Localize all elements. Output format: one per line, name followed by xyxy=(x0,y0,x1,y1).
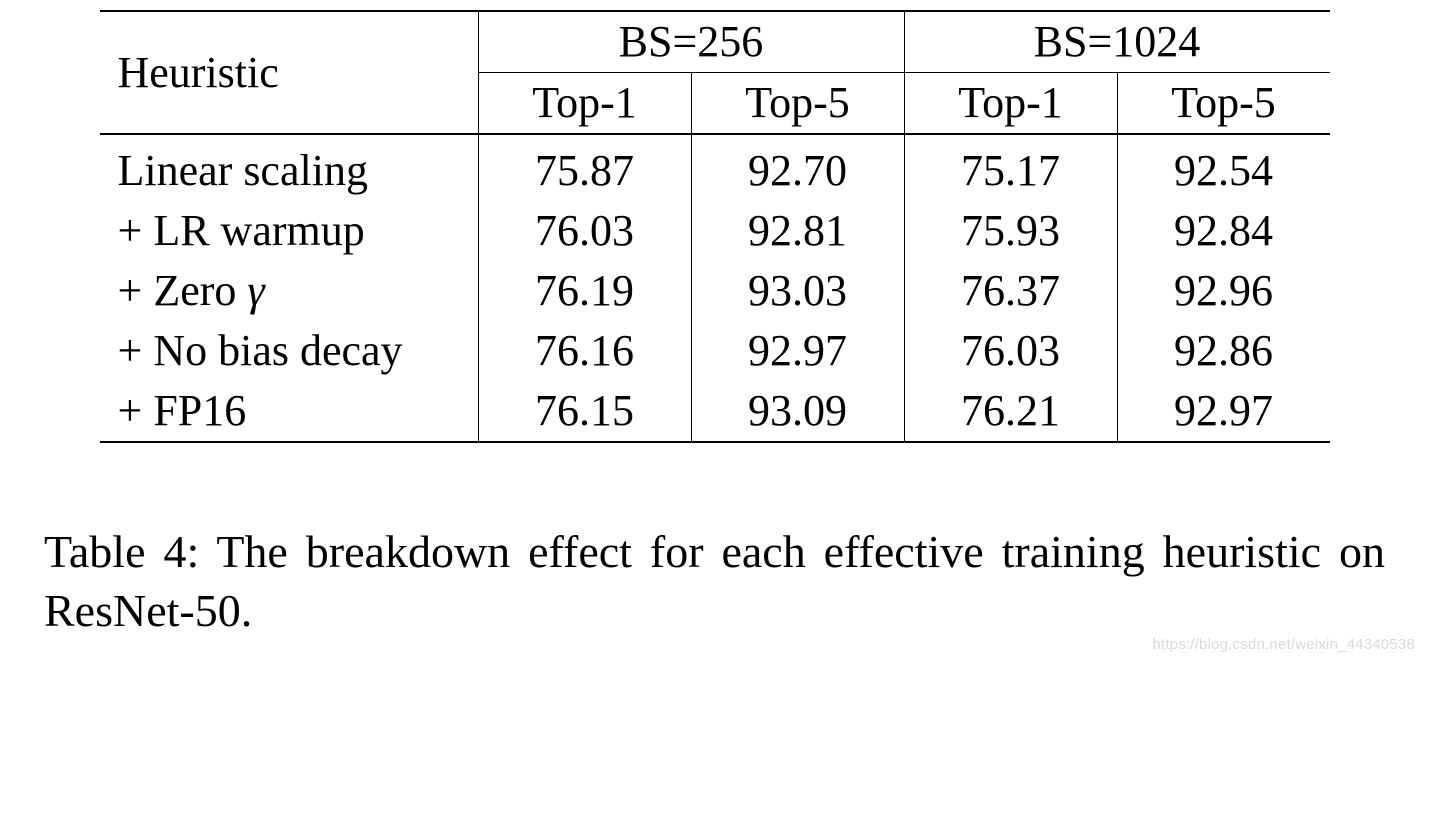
cell-bs1024-top5: 92.54 xyxy=(1117,134,1330,201)
table-row: + LR warmup 76.03 92.81 75.93 92.84 xyxy=(100,201,1330,261)
results-table: Heuristic BS=256 BS=1024 Top-1 Top-5 Top… xyxy=(100,10,1330,443)
cell-bs256-top1: 76.15 xyxy=(478,381,691,442)
gamma-icon: γ xyxy=(247,266,264,315)
cell-heuristic: + Zero γ xyxy=(100,261,479,321)
table-row: + FP16 76.15 93.09 76.21 92.97 xyxy=(100,381,1330,442)
table-row: Linear scaling 75.87 92.70 75.17 92.54 xyxy=(100,134,1330,201)
cell-bs1024-top1: 75.17 xyxy=(904,134,1117,201)
cell-heuristic: + No bias decay xyxy=(100,321,479,381)
cell-bs1024-top1: 76.03 xyxy=(904,321,1117,381)
table-header: Heuristic BS=256 BS=1024 Top-1 Top-5 Top… xyxy=(100,11,1330,134)
cell-heuristic: Linear scaling xyxy=(100,134,479,201)
col-header-bs256: BS=256 xyxy=(478,11,904,73)
cell-bs1024-top5: 92.86 xyxy=(1117,321,1330,381)
watermark-text: https://blog.csdn.net/weixin_44340538 xyxy=(1152,636,1415,653)
cell-bs1024-top1: 76.21 xyxy=(904,381,1117,442)
cell-bs256-top5: 92.81 xyxy=(691,201,904,261)
cell-bs256-top1: 76.03 xyxy=(478,201,691,261)
col-header-bs256-top5: Top-5 xyxy=(691,73,904,135)
cell-heuristic: + LR warmup xyxy=(100,201,479,261)
col-header-heuristic: Heuristic xyxy=(100,11,479,134)
cell-bs1024-top5: 92.97 xyxy=(1117,381,1330,442)
cell-bs256-top5: 92.70 xyxy=(691,134,904,201)
col-header-bs1024-top5: Top-5 xyxy=(1117,73,1330,135)
cell-bs256-top5: 93.03 xyxy=(691,261,904,321)
col-header-bs1024: BS=1024 xyxy=(904,11,1330,73)
table-caption: Table 4: The breakdown effect for each e… xyxy=(40,523,1389,641)
col-header-bs1024-top1: Top-1 xyxy=(904,73,1117,135)
cell-bs1024-top1: 75.93 xyxy=(904,201,1117,261)
cell-heuristic: + FP16 xyxy=(100,381,479,442)
page: Heuristic BS=256 BS=1024 Top-1 Top-5 Top… xyxy=(0,0,1429,661)
cell-bs256-top1: 75.87 xyxy=(478,134,691,201)
cell-bs256-top1: 76.16 xyxy=(478,321,691,381)
heuristic-prefix: + Zero xyxy=(118,266,248,315)
header-row-1: Heuristic BS=256 BS=1024 xyxy=(100,11,1330,73)
table-row: + No bias decay 76.16 92.97 76.03 92.86 xyxy=(100,321,1330,381)
cell-bs256-top1: 76.19 xyxy=(478,261,691,321)
table-body: Linear scaling 75.87 92.70 75.17 92.54 +… xyxy=(100,134,1330,442)
cell-bs256-top5: 93.09 xyxy=(691,381,904,442)
cell-bs1024-top5: 92.84 xyxy=(1117,201,1330,261)
col-header-bs256-top1: Top-1 xyxy=(478,73,691,135)
table-row: + Zero γ 76.19 93.03 76.37 92.96 xyxy=(100,261,1330,321)
cell-bs256-top5: 92.97 xyxy=(691,321,904,381)
cell-bs1024-top5: 92.96 xyxy=(1117,261,1330,321)
cell-bs1024-top1: 76.37 xyxy=(904,261,1117,321)
